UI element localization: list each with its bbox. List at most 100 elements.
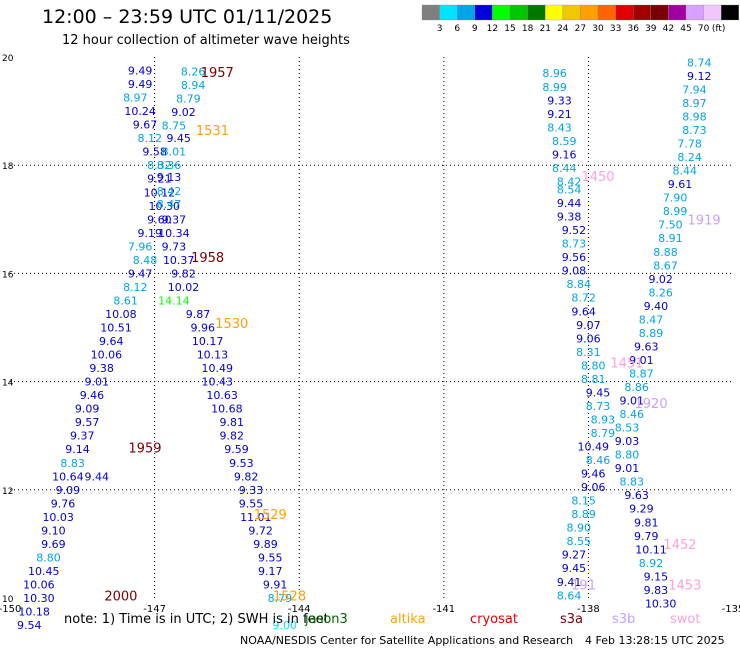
wave-height-point: 8.81 bbox=[581, 373, 606, 386]
wave-height-point: 9.81 bbox=[634, 516, 659, 529]
colorbar-label: 42 bbox=[663, 24, 674, 34]
wave-height-point: 8.12 bbox=[123, 281, 148, 294]
wave-height-point: 9.40 bbox=[644, 300, 669, 313]
wave-height-point: 10.24 bbox=[124, 105, 156, 118]
colorbar-swatch bbox=[580, 4, 599, 21]
colorbar-label: 39 bbox=[645, 24, 657, 34]
wave-height-point: 9.49 bbox=[128, 78, 153, 91]
wave-height-point: 8.54 bbox=[557, 184, 582, 197]
wave-height-point: 9.08 bbox=[562, 265, 587, 278]
pass-time-label: 1528 bbox=[273, 589, 306, 604]
pass-time-label: 1451 bbox=[610, 357, 643, 372]
wave-height-point: 8.89 bbox=[571, 508, 596, 521]
colorbar-label: 27 bbox=[575, 24, 586, 34]
pass-time-label: 1531 bbox=[196, 124, 229, 139]
satellite-legend-swot: swot bbox=[670, 612, 701, 627]
wave-height-point: 8.74 bbox=[687, 56, 712, 69]
wave-height-point: 9.07 bbox=[576, 319, 601, 332]
wave-height-point: 9.89 bbox=[253, 538, 278, 551]
colorbar-swatch bbox=[562, 4, 581, 21]
colorbar-swatch bbox=[633, 4, 651, 21]
wave-height-point: 10.03 bbox=[42, 511, 74, 524]
wave-height-point: 8.97 bbox=[123, 92, 148, 105]
wave-height-point: 8.47 bbox=[157, 198, 182, 211]
wave-height-point: 8.44 bbox=[552, 162, 577, 175]
pass-time-label: 1957 bbox=[201, 66, 234, 81]
wave-height-point: 10.63 bbox=[206, 389, 238, 402]
wave-height-point: 10.45 bbox=[28, 565, 60, 578]
wave-height-point: 9.52 bbox=[562, 224, 587, 237]
wave-height-point: 9.83 bbox=[644, 584, 669, 597]
wave-height-point: 8.64 bbox=[557, 589, 582, 602]
wave-height-point: 10.02 bbox=[168, 281, 200, 294]
wave-height-point: 10.34 bbox=[158, 227, 190, 240]
pass-time-label: 1450 bbox=[581, 170, 614, 185]
colorbar-swatch bbox=[721, 4, 739, 21]
wave-height-point: 9.00 bbox=[272, 619, 297, 632]
pass-time-label: 1920 bbox=[635, 397, 668, 412]
wave-height-point: 8.80 bbox=[36, 551, 61, 564]
y-tick-label: 12 bbox=[2, 487, 13, 497]
x-tick-label: -144 bbox=[288, 604, 311, 615]
wave-height-point: 9.12 bbox=[687, 70, 712, 83]
wave-height-point: 10.30 bbox=[148, 200, 180, 213]
pass-time-label: 1959 bbox=[128, 442, 161, 457]
wave-height-point: 8.79 bbox=[591, 427, 616, 440]
wave-height-point: 9.01 bbox=[629, 354, 654, 367]
wave-height-point: 10.37 bbox=[163, 254, 195, 267]
wave-height-point: 8.31 bbox=[576, 346, 601, 359]
wave-height-point: 9.91 bbox=[263, 578, 288, 591]
wave-height-point: 9.37 bbox=[70, 430, 95, 443]
wave-height-point: 8.80 bbox=[615, 449, 640, 462]
y-tick-label: 20 bbox=[2, 54, 14, 64]
colorbar-label: 36 bbox=[627, 24, 639, 34]
wave-height-point: 10.68 bbox=[211, 403, 243, 416]
wave-height-point: 8.73 bbox=[682, 124, 707, 137]
colorbar-swatch bbox=[474, 4, 493, 21]
wave-height-point: 9.76 bbox=[51, 497, 76, 510]
wave-height-point: 9.58 bbox=[142, 146, 167, 159]
wave-height-point: 8.73 bbox=[586, 400, 611, 413]
wave-height-point: 10.51 bbox=[100, 322, 132, 335]
wave-height-point: 9.01 bbox=[615, 462, 640, 475]
wave-height-point: 14.14 bbox=[158, 294, 190, 307]
wave-height-point: 9.69 bbox=[41, 538, 66, 551]
wave-height-point: 9.14 bbox=[65, 443, 90, 456]
wave-height-point: 9.67 bbox=[133, 119, 158, 132]
wave-height-point: 9.72 bbox=[248, 524, 273, 537]
wave-height-point: 9.82 bbox=[171, 267, 196, 280]
colorbar-swatch bbox=[421, 4, 440, 21]
wave-height-point: 9.96 bbox=[191, 322, 216, 335]
x-tick-label: -141 bbox=[432, 604, 455, 615]
wave-height-point: 9.33 bbox=[239, 484, 264, 497]
wave-height-point: 9.09 bbox=[75, 403, 100, 416]
pass-time-label: 1530 bbox=[215, 317, 248, 332]
wave-height-point: 8.42 bbox=[557, 175, 582, 188]
wave-height-point: 9.03 bbox=[615, 435, 640, 448]
wave-height-point: 8.79 bbox=[176, 93, 201, 106]
wave-height-point: 9.73 bbox=[162, 240, 187, 253]
colorbar-swatch bbox=[527, 4, 546, 21]
wave-height-point: 10.30 bbox=[645, 597, 677, 610]
wave-height-point: 9.16 bbox=[552, 148, 577, 161]
wave-height-point: 9.02 bbox=[171, 106, 196, 119]
wave-height-point: 9.64 bbox=[99, 335, 124, 348]
wave-height-point: 8.86 bbox=[624, 381, 649, 394]
wave-height-point: 10.11 bbox=[635, 543, 667, 556]
wave-height-point: 8.44 bbox=[673, 165, 698, 178]
wave-height-point: 9.33 bbox=[547, 94, 572, 107]
wave-height-point: 8.46 bbox=[586, 454, 611, 467]
wave-height-point: 10.64 bbox=[52, 470, 84, 483]
wave-height-point: 8.93 bbox=[591, 413, 616, 426]
colorbar-label: 70 bbox=[698, 24, 710, 34]
wave-height-point: 7.94 bbox=[682, 83, 707, 96]
wave-height-point: 7.96 bbox=[128, 240, 153, 253]
wave-height-point: 9.44 bbox=[85, 470, 110, 483]
wave-height-point: 7.90 bbox=[663, 192, 688, 205]
wave-height-point: 8.87 bbox=[629, 367, 654, 380]
wave-height-point: 8.92 bbox=[639, 557, 664, 570]
wave-height-point: 8.42 bbox=[157, 185, 182, 198]
wave-height-point: 8.47 bbox=[639, 313, 664, 326]
wave-height-point: 10.17 bbox=[192, 335, 224, 348]
